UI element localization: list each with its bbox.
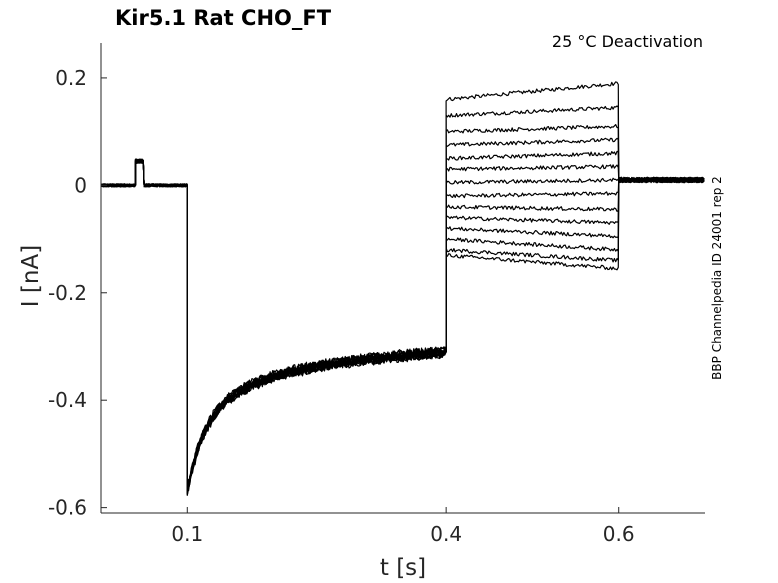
- x-tick-label: 0.6: [603, 522, 635, 546]
- chart-annotation: 25 °C Deactivation: [552, 32, 703, 51]
- chart-title: Kir5.1 Rat CHO_FT: [115, 6, 332, 30]
- axes: [100, 43, 705, 514]
- plot-area: 0.1 0.4 0.6 0.2 0 -0.2 -0.4 -0.6: [48, 43, 705, 546]
- trace-line-5: [100, 150, 705, 496]
- trace-line-9: [100, 159, 705, 495]
- ticks: 0.1 0.4 0.6 0.2 0 -0.2 -0.4 -0.6: [48, 66, 635, 546]
- y-tick-label: 0.2: [55, 66, 87, 90]
- trace-line-3: [100, 123, 705, 492]
- trace-line-2: [100, 105, 705, 493]
- y-tick-label: -0.4: [48, 388, 87, 412]
- trace-line-14: [100, 158, 705, 494]
- x-tick-label: 0.4: [430, 522, 462, 546]
- y-tick-label: 0: [74, 173, 87, 197]
- x-tick-label: 0.1: [171, 522, 203, 546]
- y-axis-label: I [nA]: [18, 245, 44, 307]
- y-tick-label: -0.6: [48, 496, 87, 520]
- trace-line-1: [100, 81, 705, 493]
- traces: [100, 81, 705, 496]
- trace-line-4: [100, 137, 705, 493]
- x-axis-label: t [s]: [380, 555, 426, 581]
- y-tick-label: -0.2: [48, 281, 87, 305]
- side-label: BBP Channelpedia ID 24001 rep 2: [710, 176, 724, 380]
